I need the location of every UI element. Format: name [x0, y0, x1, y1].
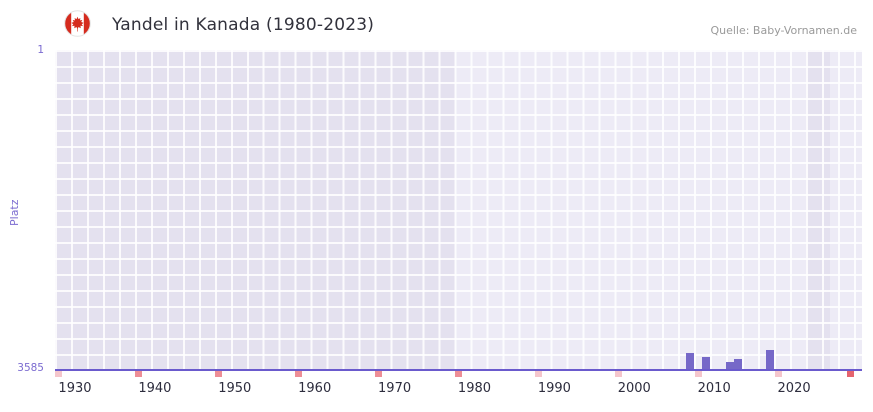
- no-data-marker-2008: [694, 371, 702, 377]
- rank-bar-2013[interactable]: [734, 358, 743, 370]
- no-data-marker-2018: [774, 371, 782, 377]
- y-axis-title: Platz: [8, 199, 21, 226]
- x-tick-1970: 1970: [378, 381, 412, 396]
- x-tick-1950: 1950: [218, 381, 252, 396]
- no-data-marker-1958: [295, 371, 303, 377]
- no-data-marker-1968: [375, 371, 383, 377]
- no-data-marker-1978: [455, 371, 462, 377]
- x-tick-1980: 1980: [457, 381, 492, 396]
- x-axis-line: [55, 369, 862, 371]
- rank-bar-2017[interactable]: [766, 349, 775, 370]
- no-data-marker-1998: [614, 371, 622, 377]
- no-data-marker-1948: [215, 371, 223, 377]
- grid-lines: [55, 50, 862, 370]
- x-tick-2020: 2020: [777, 381, 811, 396]
- x-tick-1990: 1990: [537, 381, 571, 396]
- no-data-marker-1928: [55, 371, 63, 377]
- no-data-marker-1988: [534, 371, 542, 377]
- page-title: Yandel in Kanada (1980-2023): [112, 15, 375, 35]
- canada-flag-icon: [64, 10, 91, 37]
- no-data-marker-1938: [135, 371, 143, 377]
- no-data-marker-2027: [846, 371, 854, 377]
- y-tick-top: 1: [37, 44, 44, 56]
- rank-bar-2009[interactable]: [702, 357, 711, 370]
- x-tick-2000: 2000: [617, 381, 651, 396]
- x-tick-1960: 1960: [298, 381, 332, 396]
- x-tick-2010: 2010: [697, 381, 731, 396]
- x-tick-1940: 1940: [138, 381, 172, 396]
- rank-bar-2012[interactable]: [726, 361, 735, 370]
- x-tick-1930: 1930: [58, 381, 92, 396]
- rank-bar-2007[interactable]: [686, 352, 695, 370]
- y-tick-bottom: 3585: [17, 362, 44, 374]
- plot-area: 1930 1940 1950 1960 1970 1980 1990 2000 2010 2020: [55, 50, 862, 396]
- source-attribution-link[interactable]: Quelle: Baby-Vornamen.de: [710, 24, 857, 37]
